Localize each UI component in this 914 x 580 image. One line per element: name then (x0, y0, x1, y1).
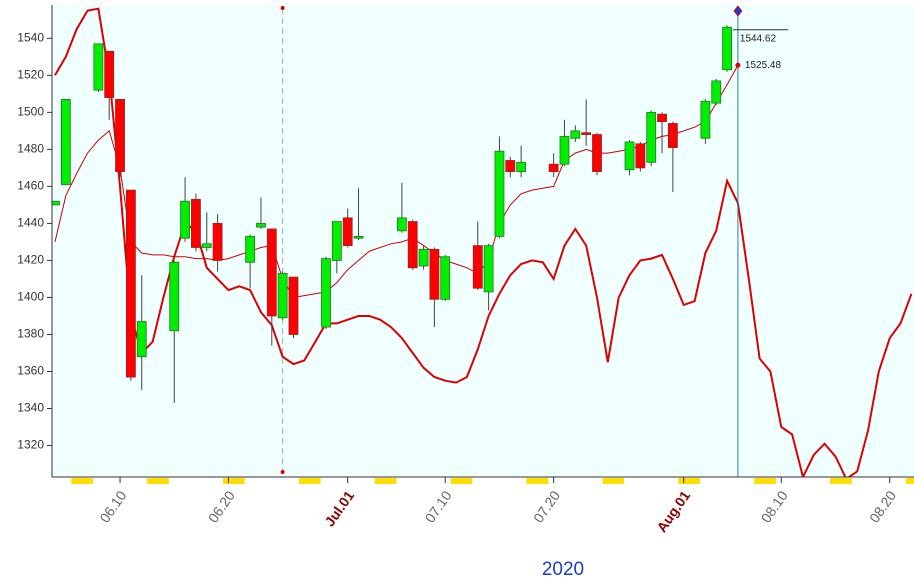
weekend-marker (526, 478, 549, 484)
candle-body (624, 141, 635, 171)
y-tick-label: 1340 (17, 401, 44, 415)
x-tick-label: Aug.01 (653, 488, 693, 536)
weekend-marker (602, 478, 625, 484)
y-tick-label: 1320 (17, 438, 44, 452)
candle-body (52, 200, 60, 206)
weekend-marker (754, 478, 776, 484)
candle-body (407, 221, 418, 269)
candle-body (516, 161, 527, 172)
x-tick-label: 08.20 (866, 488, 899, 526)
candle-body (125, 189, 136, 378)
candle-body (342, 217, 353, 247)
candle-body (711, 80, 722, 104)
x-tick-label: Jul.01 (321, 488, 357, 530)
plot-layer (52, 7, 913, 477)
candle-body (657, 113, 667, 123)
candle-body (646, 111, 657, 163)
candle-body (418, 248, 429, 267)
y-tick-label: 1440 (17, 216, 44, 230)
candle-body (548, 163, 559, 172)
candle-body (266, 228, 277, 317)
annotation-label: 1525.48 (745, 60, 782, 71)
y-tick-label: 1460 (17, 179, 44, 193)
candle-body (440, 256, 451, 300)
weekend-marker (905, 478, 914, 484)
plot-area (52, 5, 914, 477)
x-axis-title: 2020 (542, 559, 584, 580)
candle-body (667, 123, 678, 148)
candle-body (396, 217, 407, 232)
candle-body (115, 99, 125, 172)
candle-body (201, 243, 212, 248)
y-tick-label: 1420 (17, 253, 44, 267)
candle-body (592, 134, 602, 172)
x-tick-label: 07.20 (530, 488, 563, 526)
y-tick-label: 1500 (17, 105, 44, 119)
x-tick-label: 07.10 (422, 488, 455, 526)
candle-body (505, 160, 516, 172)
candle-body (635, 143, 646, 169)
candle-body (93, 43, 104, 91)
line-series (54, 64, 739, 299)
y-tick-label: 1540 (17, 30, 44, 44)
weekend-marker (71, 478, 93, 484)
candle-body (288, 276, 299, 335)
reference-dot (280, 6, 285, 10)
candle-body (494, 150, 505, 237)
candle-body (429, 248, 440, 300)
x-tick-label: 06.20 (205, 488, 238, 526)
candle-body (212, 223, 223, 261)
crosshair-diamond (733, 5, 743, 17)
candle-body (353, 235, 364, 239)
candle-body (180, 200, 190, 239)
candle-body (570, 130, 581, 139)
annotation-label: 1544.62 (740, 33, 777, 44)
candle-body (331, 221, 342, 261)
weekend-marker (678, 478, 700, 484)
candle-body (321, 258, 331, 328)
candle-body (169, 261, 180, 332)
candle-body (60, 99, 71, 185)
candle-body (136, 321, 147, 358)
y-tick-label: 1520 (17, 68, 44, 82)
candle-body (256, 223, 266, 228)
candle-body (472, 245, 483, 289)
candle-body (191, 198, 201, 248)
annotation-dot (735, 62, 741, 68)
x-tick-label: 06.10 (96, 488, 129, 526)
candle-body (245, 235, 256, 263)
candle-body (581, 132, 592, 135)
x-tick-label: 08.10 (758, 488, 791, 526)
y-tick-label: 1360 (17, 364, 44, 378)
weekend-marker (298, 478, 321, 484)
y-tick-label: 1400 (17, 290, 44, 304)
weekend-marker (374, 478, 397, 484)
candle-body (483, 245, 494, 293)
weekend-marker (450, 478, 473, 484)
y-tick-label: 1480 (17, 142, 44, 156)
weekend-marker (223, 478, 245, 484)
candle-body (277, 272, 288, 319)
y-tick-label: 1380 (17, 327, 44, 341)
candle-body (104, 50, 115, 98)
candle-body (559, 136, 570, 165)
candle-body (722, 26, 732, 71)
reference-dot (280, 470, 285, 474)
weekend-marker (147, 478, 169, 484)
candle-body (700, 100, 711, 139)
weekend-marker (830, 478, 852, 484)
